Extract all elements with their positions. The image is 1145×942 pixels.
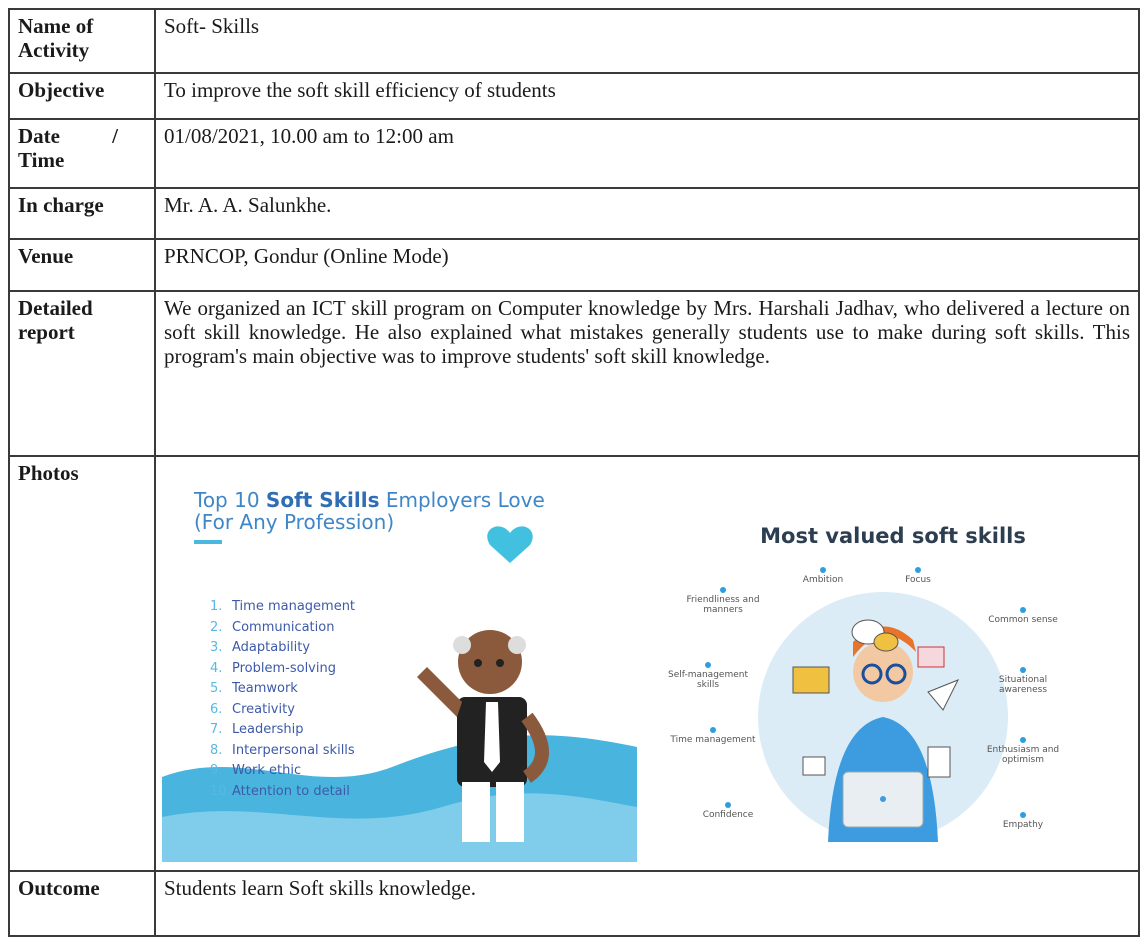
row-value-cell: Students learn Soft skills knowledge. (154, 870, 1140, 937)
row-value-cell: We organized an ICT skill program on Com… (154, 290, 1140, 457)
activity-table: Name of Activity Soft- Skills Objective To … (8, 8, 1140, 937)
row-label: Venue (18, 244, 74, 268)
skill-item: 1. Time management (210, 597, 355, 618)
row-label-cell: Name of Activity (8, 8, 156, 74)
skill-label: Empathy (978, 812, 1068, 830)
skill-number: 3. (210, 640, 223, 655)
skill-item: 7. Leadership (210, 720, 355, 741)
row-label-cell: Outcome (8, 870, 156, 937)
row-value-cell: Top 10 Soft Skills Employers Love (For An… (154, 455, 1140, 872)
skill-number: 10. (210, 783, 231, 799)
skill-label: Self-management skills (663, 662, 753, 690)
photo-title: Most valued soft skills (760, 524, 1026, 548)
skill-number: 6. (210, 701, 223, 717)
skill-text: Work ethic (232, 763, 302, 778)
illustration (758, 592, 1008, 842)
table-row: Venue PRNCOP, Gondur (Online Mode) (8, 238, 1140, 292)
skill-item: 10.Attention to detail (210, 782, 355, 803)
table-row: In charge Mr. A. A. Salunkhe. (8, 187, 1140, 240)
skill-label: Ambition (778, 567, 868, 585)
row-value-cell: 01/08/2021, 10.00 am to 12:00 am (154, 118, 1140, 189)
row-label: Objective (18, 78, 105, 102)
skill-item: 6. Creativity (210, 700, 355, 721)
title-end: Employers Love (385, 488, 545, 512)
skill-number: 9. (210, 763, 223, 778)
skill-text: Interpersonal skills (232, 742, 355, 758)
skill-number: 4. (210, 660, 223, 676)
photo-top-ten: Top 10 Soft Skills Employers Love (For An… (162, 477, 637, 862)
skill-text: Teamwork (232, 681, 298, 696)
row-value-cell: Mr. A. A. Salunkhe. (154, 187, 1140, 240)
table-row: Outcome Students learn Soft skills knowle… (8, 870, 1140, 937)
skill-text: Leadership (232, 722, 304, 737)
skill-text: Creativity (232, 701, 295, 717)
skill-number: 8. (210, 742, 223, 758)
skill-label: Confidence (683, 802, 773, 820)
row-value: Students learn Soft skills knowledge. (164, 876, 477, 900)
title-start: Top 10 (194, 488, 260, 512)
skill-label: Enthusiasm and optimism (978, 737, 1068, 765)
skill-item: 2. Communication (210, 618, 355, 639)
skill-text: Adaptability (232, 640, 311, 655)
row-label-cell: Photos (8, 455, 156, 872)
skill-item: 4. Problem-solving (210, 659, 355, 680)
skill-text: Communication (232, 619, 335, 635)
table-row: Objective To improve the soft skill effic… (8, 72, 1140, 120)
row-label: In charge (18, 193, 104, 217)
row-label-cell: Date / Time (8, 118, 156, 189)
skill-label: Common sense (978, 607, 1068, 625)
table-row: Detailed report We organized an ICT skill… (8, 290, 1140, 457)
row-label-cell: In charge (8, 187, 156, 240)
photo-subtitle: (For Any Profession) (194, 510, 395, 534)
row-value: Mr. A. A. Salunkhe. (164, 193, 332, 217)
skill-label: Focus (873, 567, 963, 585)
skill-number: 7. (210, 722, 223, 737)
skill-item: 5. Teamwork (210, 679, 355, 700)
skill-item: 9. Work ethic (210, 761, 355, 782)
table-row: Photos Top 10 Soft Skills Employers Love… (8, 455, 1140, 872)
skill-number: 1. (210, 599, 223, 614)
title-bold: Soft Skills (265, 488, 380, 512)
photo-title: Top 10 Soft Skills Employers Love (For An… (194, 489, 545, 533)
photo-most-valued: Most valued soft skills Ambition Focus Frie… (658, 512, 1128, 862)
row-value: PRNCOP, Gondur (Online Mode) (164, 244, 449, 268)
row-label: Photos (18, 461, 79, 485)
row-label: Detailed report (18, 296, 93, 344)
skill-list: 1. Time management 2. Communication 3. Adapta… (210, 597, 355, 802)
row-value: To improve the soft skill efficiency of … (164, 78, 556, 102)
row-label-cell: Objective (8, 72, 156, 120)
row-value: 01/08/2021, 10.00 am to 12:00 am (164, 124, 454, 148)
row-label: Date / Time (18, 124, 118, 172)
photos-container: Top 10 Soft Skills Employers Love (For An… (156, 457, 1138, 862)
row-label: Name of Activity (18, 14, 94, 62)
skill-label: Time management (668, 727, 758, 745)
illustration (162, 526, 637, 862)
skill-label: Friendliness and manners (678, 587, 768, 615)
skill-number: 2. (210, 619, 223, 635)
row-label-cell: Detailed report (8, 290, 156, 457)
skill-item: 8. Interpersonal skills (210, 741, 355, 762)
row-value: Soft- Skills (164, 14, 260, 38)
table-row: Name of Activity Soft- Skills (8, 8, 1140, 74)
row-label: Outcome (18, 876, 100, 900)
skill-number: 5. (210, 681, 223, 696)
table-row: Date / Time 01/08/2021, 10.00 am to 12:00… (8, 118, 1140, 189)
row-value-cell: To improve the soft skill efficiency of … (154, 72, 1140, 120)
skill-label: Situational awareness (978, 667, 1068, 695)
skill-item: 3. Adaptability (210, 638, 355, 659)
title-line: Top 10 Soft Skills Employers Love (194, 489, 545, 511)
row-value: We organized an ICT skill program on Com… (164, 296, 1130, 368)
skill-text: Problem-solving (232, 660, 336, 676)
row-value-cell: PRNCOP, Gondur (Online Mode) (154, 238, 1140, 292)
row-label-cell: Venue (8, 238, 156, 292)
skill-text: Time management (232, 599, 356, 614)
row-value-cell: Soft- Skills (154, 8, 1140, 74)
skill-text: Attention to detail (232, 783, 350, 799)
